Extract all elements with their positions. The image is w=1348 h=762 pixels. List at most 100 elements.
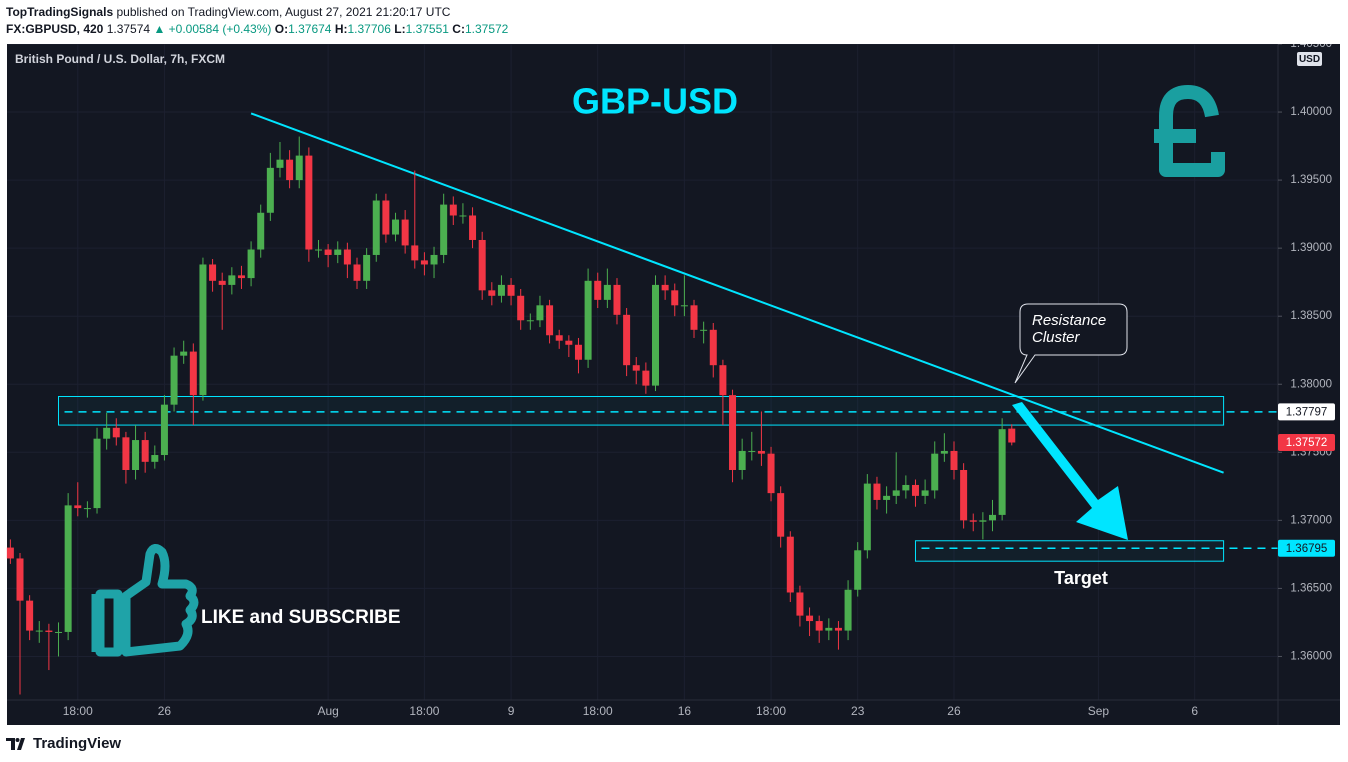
candle-body [546,305,554,336]
candle-body [488,290,496,296]
candle-body [873,483,881,500]
ohlc-label: O: [274,22,289,36]
down-arrow [1012,402,1128,540]
candle-body [189,351,197,396]
candle-body [565,340,573,345]
price-label: 1.37572 [1286,437,1328,449]
candle-body [392,219,400,235]
candle-body [555,335,563,341]
brand-logo [6,738,25,750]
candle-body [420,260,428,265]
candle-body [815,621,823,631]
candle-body [767,453,775,494]
candle-body [459,215,467,217]
x-tick-label: 26 [158,704,172,718]
candle-body [757,450,765,454]
candle-body [786,536,794,593]
x-tick-label: Sep [1088,704,1110,718]
symbol: FX:GBPUSD, 420 [6,22,104,36]
candle-body [892,490,900,496]
price-label-box [1278,433,1335,451]
published-info: published on TradingView.com, August 27,… [116,5,451,19]
candle-body [536,305,544,321]
candle-body [825,627,833,631]
y-tick-label: 1.36000 [1290,650,1332,662]
candle-body [411,245,419,261]
price-label: 1.37797 [1286,406,1328,418]
candle-body [478,239,486,291]
candle-body [324,249,332,255]
candle-body [729,395,737,470]
candle-body [700,329,708,331]
footer: TradingView [6,735,121,752]
candle-body [440,204,448,255]
cta-text: LIKE and SUBSCRIBE [201,607,401,628]
candle-body [449,204,457,216]
candle-body [363,254,371,281]
chart: USD British Pound / U.S. Dollar, 7h, FXC… [6,44,1340,725]
candle-body [584,280,592,360]
x-tick-label: 23 [851,704,865,718]
thumbs-up-icon [121,544,199,657]
ohlc-value: 1.37674 [288,22,332,36]
candle-body [574,344,582,360]
candle-body [854,550,862,590]
candle-body [237,275,245,279]
candle-body [1008,428,1016,443]
zone [914,540,1225,562]
zone [58,395,1225,426]
x-tick-label: 16 [678,704,692,718]
candle-body [651,284,659,386]
candle-body [112,427,120,438]
header-line: TopTradingSignals published on TradingVi… [6,4,508,21]
candle-body [671,290,679,306]
candle-body [286,159,294,181]
candle-body [526,320,534,322]
candle-body [834,627,842,631]
candle-body [401,219,409,246]
candle-body [382,200,390,235]
x-tick-label: 9 [508,704,515,718]
price-label-box [1278,403,1335,421]
candle-body [921,490,929,496]
pound-icon [1154,85,1225,177]
candle-body [93,438,101,509]
candle-body [603,284,611,300]
y-tick-label: 1.39500 [1290,174,1332,186]
candle-body [680,305,688,307]
y-tick-label: 1.38000 [1290,378,1332,390]
candle-body [497,284,505,296]
candle-body [83,508,91,510]
candle-body [295,155,303,181]
x-tick-label: 18:00 [63,704,93,718]
candle-body [160,404,168,456]
candle-body [122,437,130,470]
candle-body [343,249,351,265]
candle-body [960,469,968,521]
x-tick-label: 18:00 [583,704,613,718]
candle-body [863,483,871,551]
candle-body [998,429,1006,515]
candle-body [709,329,717,366]
candle-body [883,495,891,500]
candle-body [979,520,987,522]
ohlc-label: L: [394,22,406,36]
candle-body [372,200,380,255]
candle-body [950,450,958,470]
candle-body [247,249,255,279]
grid [7,44,1278,700]
x-tick-label: 18:00 [409,704,439,718]
price-change: ▲ +0.00584 (+0.43%) [153,22,272,36]
x-tick-label: Aug [317,704,338,718]
candle-body [989,514,997,521]
ohlc-value: 1.37706 [347,22,391,36]
y-tick-label: 1.39000 [1290,242,1332,254]
candle-body [969,520,977,522]
candle-body [218,280,226,285]
trendline [250,112,1224,474]
candle-body [931,453,939,491]
candle-body [64,505,72,632]
candle-body [16,558,24,601]
brand-logo [15,738,20,742]
ohlc-label: C: [452,22,465,36]
